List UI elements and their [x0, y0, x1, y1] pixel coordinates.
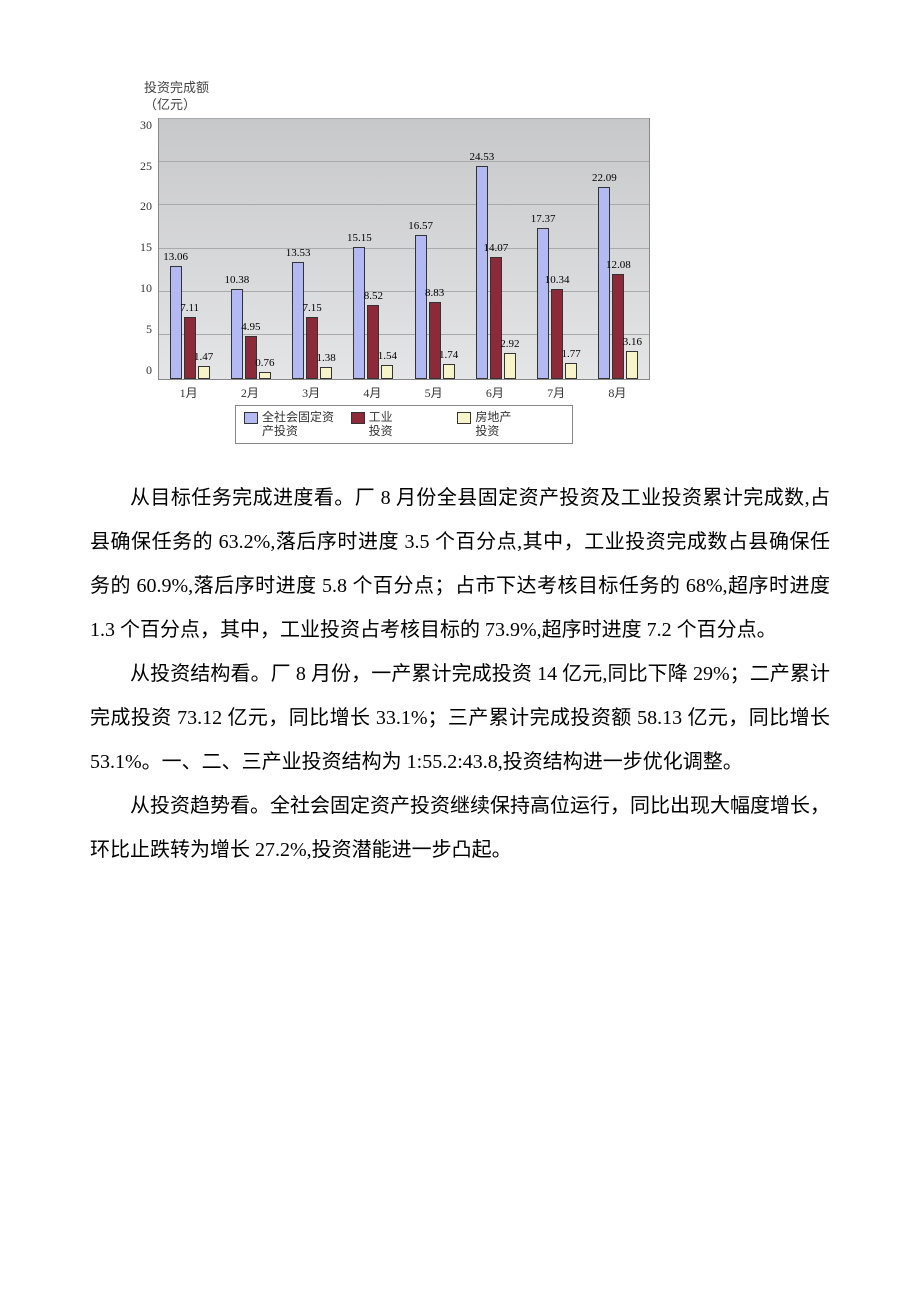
bar-value-label: 1.77 — [562, 348, 581, 360]
paragraph-2: 从投资结构看。厂 8 月份，一产累计完成投资 14 亿元,同比下降 29%；二产… — [90, 652, 830, 784]
bar-value-label: 2.92 — [500, 338, 519, 350]
legend-item: 工业投资 — [351, 410, 458, 439]
y-title-l2: （亿元） — [144, 97, 196, 112]
bar: 2.92 — [504, 353, 516, 378]
bar: 22.09 — [598, 187, 610, 378]
bar-value-label: 17.37 — [531, 213, 556, 225]
month-group: 17.3710.341.77 — [527, 119, 588, 379]
y-tick-label: 0 — [146, 363, 152, 378]
y-axis-title: 投资完成额 （亿元） — [144, 80, 680, 114]
x-tick-label: 2月 — [219, 380, 280, 401]
bar: 3.16 — [626, 351, 638, 378]
month-group: 10.384.950.76 — [220, 119, 281, 379]
legend-label: 全社会固定资产投资 — [262, 410, 334, 439]
x-tick-label: 1月 — [158, 380, 219, 401]
bar: 0.76 — [259, 372, 271, 379]
bar-value-label: 4.95 — [241, 321, 260, 333]
bar-value-label: 7.11 — [180, 302, 199, 314]
bar-value-label: 0.76 — [255, 357, 274, 369]
bar: 12.08 — [612, 274, 624, 379]
month-group: 13.537.151.38 — [282, 119, 343, 379]
bar-value-label: 15.15 — [347, 232, 372, 244]
bar-value-label: 13.53 — [286, 247, 311, 259]
bar-value-label: 1.47 — [194, 351, 213, 363]
legend-label: 房地产投资 — [475, 410, 511, 439]
month-group: 24.5314.072.92 — [465, 119, 526, 379]
bar-value-label: 7.15 — [303, 302, 322, 314]
legend: 全社会固定资产投资 工业投资 房地产投资 — [235, 405, 573, 444]
bar: 14.07 — [490, 257, 502, 379]
month-group: 13.067.111.47 — [159, 119, 220, 379]
bar-value-label: 16.57 — [408, 220, 433, 232]
bar-value-label: 10.34 — [545, 274, 570, 286]
y-tick-label: 20 — [140, 199, 152, 214]
bars-container: 13.067.111.4710.384.950.7613.537.151.381… — [159, 119, 649, 379]
bar: 16.57 — [415, 235, 427, 379]
x-tick-label: 8月 — [587, 380, 648, 401]
y-tick-label: 5 — [146, 322, 152, 337]
month-group: 16.578.831.74 — [404, 119, 465, 379]
bar: 7.11 — [184, 317, 196, 379]
bar: 7.15 — [306, 317, 318, 379]
y-tick-label: 15 — [140, 240, 152, 255]
bar-value-label: 14.07 — [484, 242, 509, 254]
bar: 13.53 — [292, 262, 304, 379]
bar-value-label: 8.52 — [364, 290, 383, 302]
legend-label: 工业投资 — [369, 410, 393, 439]
bar: 1.74 — [443, 364, 455, 379]
bar: 15.15 — [353, 247, 365, 378]
y-tick-label: 10 — [140, 281, 152, 296]
paragraph-1: 从目标任务完成进度看。厂 8 月份全县固定资产投资及工业投资累计完成数,占县确保… — [90, 476, 830, 652]
x-tick-label: 5月 — [403, 380, 464, 401]
bar-value-label: 12.08 — [606, 259, 631, 271]
bar: 8.83 — [429, 302, 441, 379]
bar: 17.37 — [537, 228, 549, 379]
bar-value-label: 8.83 — [425, 287, 444, 299]
bar: 1.54 — [381, 365, 393, 378]
bar-value-label: 1.74 — [439, 349, 458, 361]
paragraph-3: 从投资趋势看。全社会固定资产投资继续保持高位运行，同比出现大幅度增长，环比止跌转… — [90, 784, 830, 872]
bar-value-label: 1.54 — [378, 350, 397, 362]
month-group: 15.158.521.54 — [343, 119, 404, 379]
bar: 10.34 — [551, 289, 563, 379]
body-text: 从目标任务完成进度看。厂 8 月份全县固定资产投资及工业投资累计完成数,占县确保… — [90, 476, 830, 872]
legend-swatch — [351, 412, 365, 424]
bar: 1.47 — [198, 366, 210, 379]
x-tick-label: 6月 — [464, 380, 525, 401]
bar-value-label: 10.38 — [225, 274, 250, 286]
bar-value-label: 24.53 — [470, 151, 495, 163]
legend-swatch — [457, 412, 471, 424]
month-group: 22.0912.083.16 — [588, 119, 649, 379]
legend-item: 房地产投资 — [457, 410, 564, 439]
bar: 13.06 — [170, 266, 182, 379]
bar: 8.52 — [367, 305, 379, 379]
y-tick-label: 30 — [140, 118, 152, 133]
x-tick-label: 7月 — [526, 380, 587, 401]
bar-value-label: 1.38 — [317, 352, 336, 364]
y-title-l1: 投资完成额 — [144, 80, 209, 95]
bar: 1.38 — [320, 367, 332, 379]
bar-value-label: 13.06 — [163, 251, 188, 263]
bar: 10.38 — [231, 289, 243, 379]
x-axis: 1月2月3月4月5月6月7月8月 — [158, 380, 648, 401]
legend-item: 全社会固定资产投资 — [244, 410, 351, 439]
x-tick-label: 3月 — [281, 380, 342, 401]
y-tick-label: 25 — [140, 159, 152, 174]
y-axis: 30 25 20 15 10 5 0 — [140, 118, 158, 378]
x-tick-label: 4月 — [342, 380, 403, 401]
document-page: 投资完成额 （亿元） 302520151050 13.067.111.4710.… — [0, 0, 920, 872]
bar-value-label: 22.09 — [592, 172, 617, 184]
bar: 24.53 — [476, 166, 488, 379]
chart-body: 302520151050 13.067.111.4710.384.950.761… — [140, 118, 680, 444]
bar: 1.77 — [565, 363, 577, 378]
bar-chart: 投资完成额 （亿元） 302520151050 13.067.111.4710.… — [140, 80, 680, 444]
bar-value-label: 3.16 — [623, 336, 642, 348]
plot-area: 13.067.111.4710.384.950.7613.537.151.381… — [158, 118, 650, 380]
legend-swatch — [244, 412, 258, 424]
